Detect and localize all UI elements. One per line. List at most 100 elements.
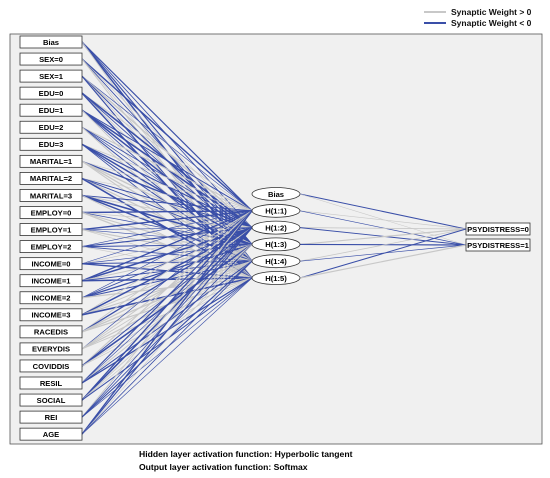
input-node-label: AGE — [43, 430, 59, 439]
hidden-node: H(1:4) — [251, 254, 301, 269]
input-node-label: SEX=1 — [39, 72, 64, 81]
input-node-box — [19, 86, 83, 100]
connection-line — [81, 210, 253, 299]
input-node-label: INCOME=1 — [31, 277, 71, 286]
connection-line — [299, 228, 467, 262]
connection-line — [81, 210, 253, 350]
input-node: SEX=0 — [19, 52, 83, 66]
connection-line — [81, 109, 253, 212]
input-node-box — [19, 35, 83, 49]
connection-line — [81, 210, 253, 367]
input-node: REI — [19, 410, 83, 424]
connection-line — [81, 41, 253, 212]
legend-negative-label: Synaptic Weight < 0 — [451, 18, 532, 28]
input-node-box — [19, 120, 83, 134]
connection-line — [81, 126, 253, 212]
input-node: MARITAL=2 — [19, 171, 83, 185]
input-node-label: EMPLOY=0 — [31, 208, 72, 217]
input-node-box — [19, 274, 83, 288]
input-node-box — [19, 308, 83, 322]
hidden-node-ellipse — [251, 187, 301, 201]
hidden-node-ellipse — [251, 254, 301, 269]
hidden-node: H(1:1) — [251, 203, 301, 218]
input-node: EMPLOY=1 — [19, 223, 83, 236]
input-node-box — [19, 240, 83, 254]
hidden-node-ellipse — [251, 220, 301, 235]
hidden-node: H(1:3) — [251, 237, 301, 252]
input-node: INCOME=3 — [19, 308, 83, 322]
input-node-label: Bias — [43, 38, 59, 47]
input-node-label: SEX=0 — [39, 55, 63, 64]
hidden-node-label: H(1:2) — [265, 223, 287, 232]
connection-line — [81, 210, 253, 231]
connection-line — [81, 210, 253, 214]
output-node: PSYDISTRESS=0 — [465, 222, 531, 236]
input-node-box — [19, 342, 83, 356]
input-node-label: MARITAL=2 — [30, 174, 72, 183]
connection-line — [81, 210, 253, 247]
input-node: MARITAL=1 — [19, 154, 83, 168]
input-node-label: RESIL — [40, 379, 63, 388]
input-node-box — [19, 206, 83, 219]
connection-line — [81, 92, 253, 212]
input-node: EDU=3 — [19, 137, 83, 151]
input-node-box — [19, 69, 83, 83]
input-node-box — [19, 359, 83, 373]
connection-line — [81, 260, 253, 435]
input-node-box — [19, 103, 83, 117]
input-node: MARITAL=3 — [19, 189, 83, 202]
connection-line — [81, 210, 253, 333]
input-node-label: INCOME=3 — [31, 311, 70, 320]
input-node-box — [19, 257, 83, 271]
connection-line — [81, 210, 253, 435]
connection-line — [81, 210, 253, 316]
hidden-node-label: H(1:5) — [265, 274, 287, 283]
input-node: Bias — [19, 35, 83, 49]
hidden-node-label: H(1:1) — [265, 207, 287, 216]
hidden-node-ellipse — [251, 237, 301, 252]
input-node: INCOME=2 — [19, 291, 83, 305]
input-node: EMPLOY=2 — [19, 240, 83, 254]
output-activation-note: Output layer activation function: Softma… — [139, 462, 308, 472]
input-node-label: EDU=1 — [39, 106, 64, 115]
connection-line — [81, 277, 253, 435]
input-node: SEX=1 — [19, 69, 83, 83]
synaptic-connections — [81, 41, 467, 435]
input-node-label: MARITAL=1 — [30, 157, 73, 166]
input-node: COVIDDIS — [19, 359, 83, 373]
input-node-box — [19, 376, 83, 390]
connection-line — [299, 228, 467, 279]
input-node-box — [19, 154, 83, 168]
input-node-label: INCOME=2 — [31, 294, 70, 303]
input-node-box — [19, 189, 83, 202]
legend-positive-label: Synaptic Weight > 0 — [451, 7, 532, 17]
hidden-node: H(1:2) — [251, 220, 301, 235]
input-node-box — [19, 171, 83, 185]
connection-line — [81, 210, 253, 401]
hidden-node-label: H(1:4) — [265, 257, 287, 266]
input-node: EVERYDIS — [19, 342, 83, 356]
connection-line — [81, 75, 253, 212]
input-node-box — [19, 137, 83, 151]
output-node-box — [465, 222, 531, 236]
connection-line — [81, 161, 253, 212]
input-node-box — [19, 291, 83, 305]
input-node: EMPLOY=0 — [19, 206, 83, 219]
hidden-node: H(1:5) — [251, 271, 301, 285]
output-node: PSYDISTRESS=1 — [465, 238, 531, 252]
hidden-node-label: H(1:3) — [265, 240, 287, 249]
input-node-label: INCOME=0 — [31, 259, 70, 268]
input-node: EDU=2 — [19, 120, 83, 134]
input-node-box — [19, 393, 83, 407]
input-node-box — [19, 427, 83, 441]
input-node-label: MARITAL=3 — [30, 191, 72, 200]
connection-line — [299, 228, 467, 245]
hidden-node-ellipse — [251, 271, 301, 285]
network-nodes: Bias SEX=0 SEX=1 EDU=0 EDU=1 EDU=2 EDU=3 MARITA… — [19, 35, 531, 441]
input-node-box — [19, 325, 83, 339]
connection-line — [81, 194, 253, 212]
input-node-label: REI — [45, 413, 58, 422]
input-node: RACEDIS — [19, 325, 83, 339]
input-node: EDU=0 — [19, 86, 83, 100]
